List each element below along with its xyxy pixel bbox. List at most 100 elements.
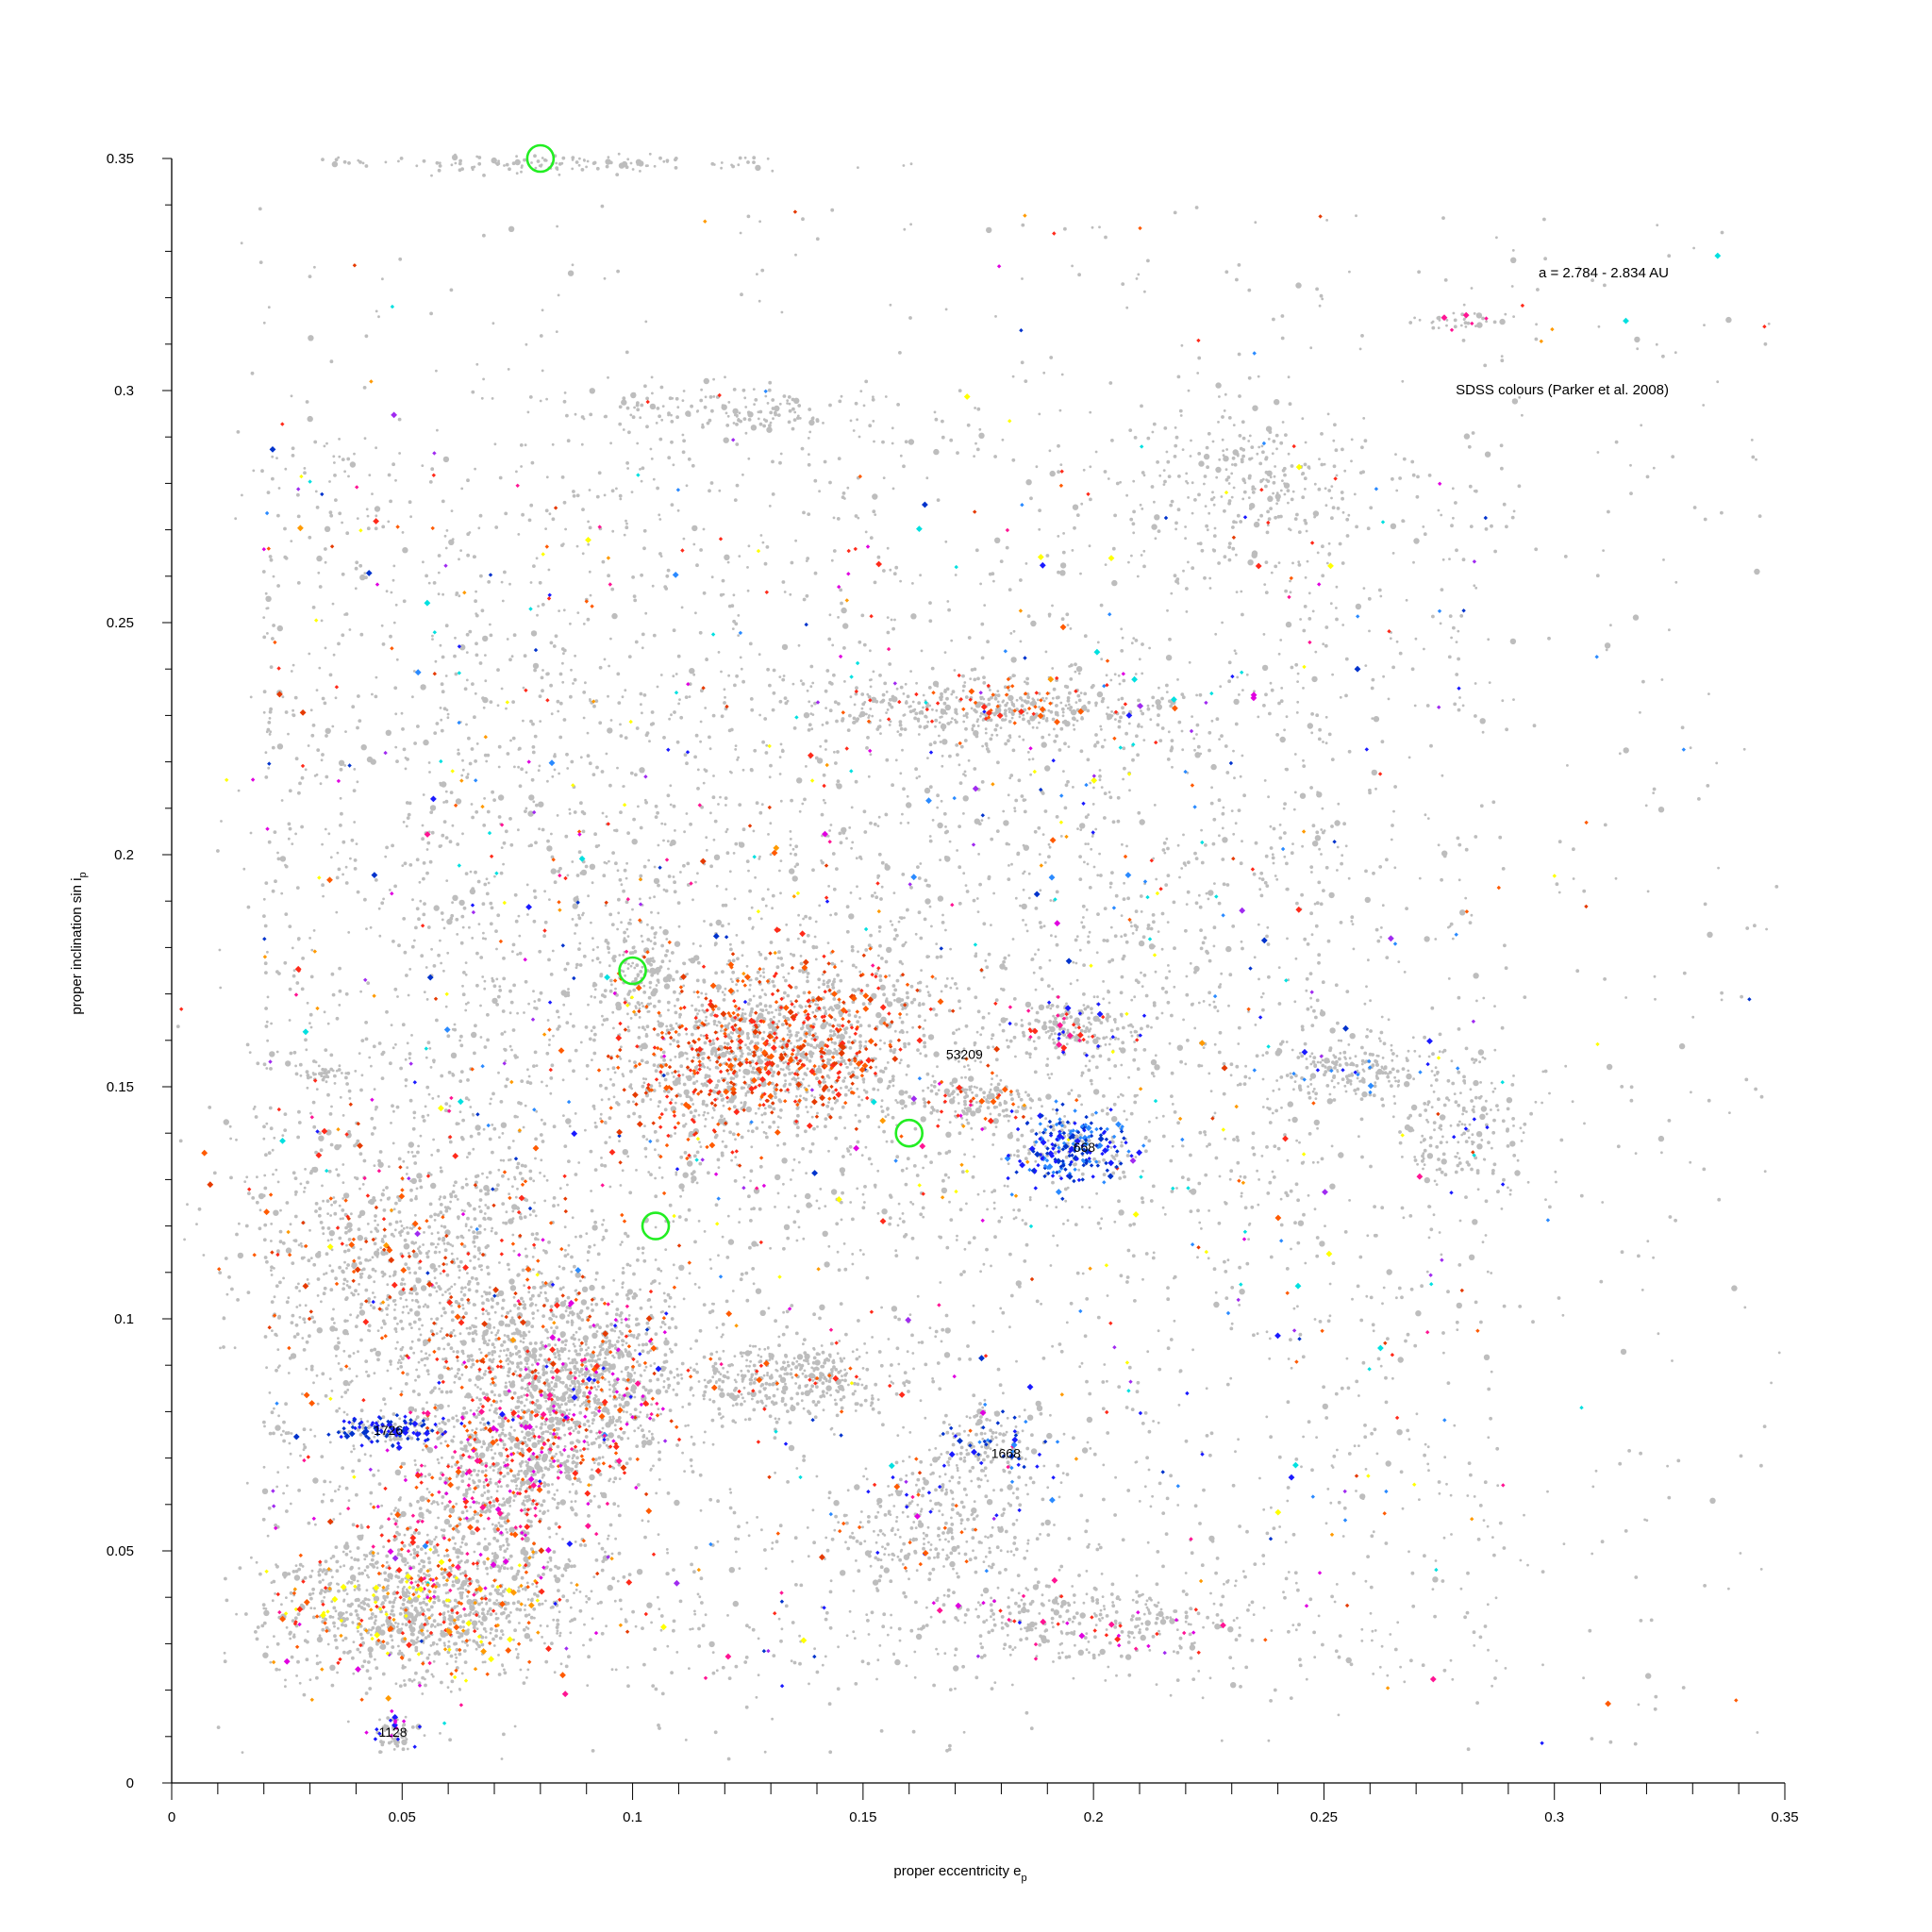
background-point — [958, 781, 963, 785]
background-point — [666, 568, 671, 573]
background-point — [1233, 698, 1240, 706]
background-point — [1265, 1145, 1269, 1149]
background-point — [809, 664, 814, 669]
background-point — [983, 604, 987, 607]
background-point — [1601, 1201, 1605, 1204]
background-point — [901, 1212, 905, 1215]
background-point — [591, 1058, 593, 1061]
background-point — [433, 731, 438, 735]
background-point — [441, 592, 444, 596]
background-point — [390, 591, 393, 594]
background-point — [1164, 990, 1169, 994]
background-point — [1186, 890, 1191, 894]
background-point — [284, 556, 289, 560]
background-point — [527, 1074, 531, 1078]
background-point — [795, 1133, 800, 1138]
background-point — [422, 1119, 426, 1123]
background-point — [268, 733, 272, 736]
background-point — [759, 917, 763, 921]
background-point — [300, 775, 305, 780]
background-point — [1395, 1296, 1398, 1300]
background-point — [538, 694, 542, 698]
background-point — [794, 539, 797, 542]
background-point — [1002, 959, 1006, 964]
background-point — [978, 427, 982, 431]
background-point — [989, 737, 993, 741]
background-point — [1434, 1559, 1438, 1562]
background-point — [1165, 837, 1169, 841]
background-point — [843, 680, 846, 683]
background-point — [1283, 1133, 1287, 1137]
background-point — [551, 442, 555, 446]
background-point — [357, 1256, 361, 1260]
background-point — [1217, 561, 1221, 565]
background-point — [1287, 1357, 1291, 1360]
background-point — [958, 1208, 963, 1212]
background-point — [1660, 1151, 1663, 1155]
background-point — [342, 1277, 347, 1282]
background-point — [1583, 1122, 1586, 1125]
background-point — [1080, 502, 1084, 506]
background-point — [1490, 1272, 1493, 1274]
background-point — [1115, 481, 1120, 486]
background-point — [902, 692, 906, 695]
background-point — [500, 1503, 505, 1507]
background-point — [1463, 433, 1471, 440]
background-point — [659, 674, 663, 676]
background-point — [1426, 1462, 1430, 1466]
background-point — [1234, 722, 1239, 726]
background-point — [934, 1329, 939, 1334]
background-point — [291, 663, 295, 667]
background-point — [1059, 562, 1067, 569]
background-point — [465, 775, 470, 779]
background-point — [1275, 733, 1279, 737]
background-point — [1192, 737, 1196, 741]
background-point — [951, 1084, 955, 1088]
background-point — [911, 1729, 916, 1734]
background-point — [558, 701, 563, 706]
background-point — [1235, 1135, 1240, 1140]
background-point — [556, 1276, 559, 1280]
background-point — [801, 1146, 805, 1151]
background-point — [1322, 741, 1324, 743]
background-point — [589, 1149, 593, 1154]
background-point — [591, 1025, 596, 1029]
background-point — [993, 1681, 997, 1684]
background-point — [1407, 756, 1411, 759]
background-point — [1022, 888, 1025, 891]
background-point — [1110, 958, 1115, 962]
background-point — [691, 1170, 696, 1174]
background-point — [1104, 1679, 1108, 1682]
background-point — [796, 1113, 800, 1118]
background-point — [1457, 1263, 1462, 1267]
background-point — [579, 756, 583, 759]
background-point — [336, 851, 340, 855]
background-point — [757, 1354, 760, 1357]
background-point — [1438, 1491, 1441, 1495]
background-point — [1289, 1189, 1293, 1193]
background-point — [1283, 855, 1287, 858]
background-point — [821, 1663, 824, 1667]
background-point — [521, 512, 525, 517]
background-point — [381, 642, 386, 646]
background-point — [854, 514, 858, 518]
background-point — [716, 1540, 720, 1543]
background-point — [1193, 851, 1197, 856]
background-point — [1386, 1337, 1390, 1341]
background-point — [1345, 1357, 1349, 1360]
background-point — [628, 1264, 632, 1267]
background-point — [943, 830, 948, 835]
background-point — [1057, 1056, 1061, 1060]
background-point — [1075, 513, 1080, 517]
background-point — [854, 779, 858, 784]
background-point — [1240, 1191, 1243, 1195]
background-point — [845, 837, 848, 841]
background-point — [1666, 1464, 1669, 1468]
background-point — [1667, 1119, 1672, 1123]
background-point — [1474, 1300, 1478, 1305]
background-point — [1314, 1015, 1318, 1020]
background-point — [1169, 748, 1174, 753]
background-point — [562, 652, 565, 656]
background-point — [1344, 693, 1348, 698]
background-point — [1318, 847, 1321, 851]
